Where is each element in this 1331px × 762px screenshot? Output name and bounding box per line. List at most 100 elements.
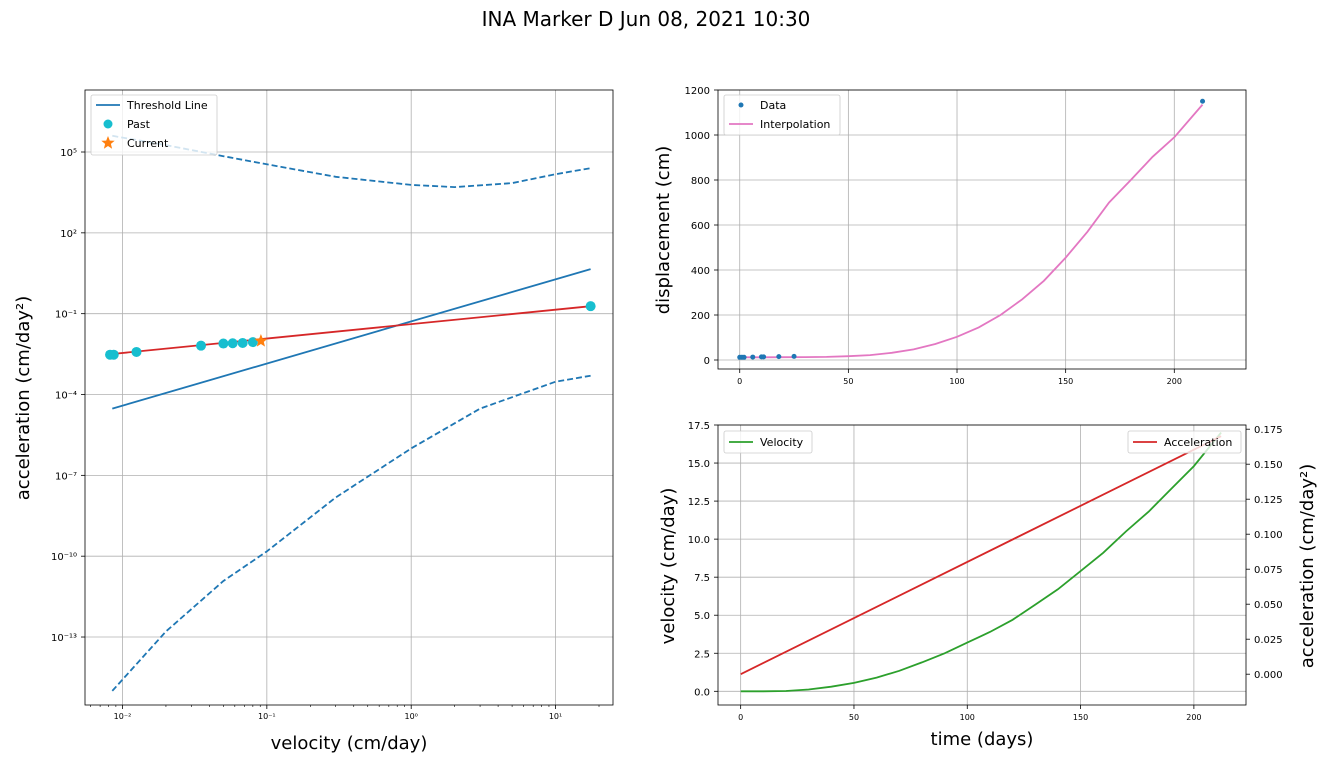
- y-tick-label: 10⁻⁷: [55, 471, 77, 482]
- y-axis-label: displacement (cm): [653, 146, 674, 315]
- y-right-tick-label: 0.075: [1254, 565, 1283, 576]
- grid: [85, 90, 613, 705]
- chart-velocity-acceleration: 0 50 100 150 200 0.0 2.5 5.0 7.5 10.0 12.5 15.0 17.5…: [658, 421, 1318, 750]
- legend: Data Interpolation: [723, 94, 841, 136]
- y-right-tick-label: 0.050: [1254, 600, 1283, 611]
- legend-past-label: Past: [127, 118, 151, 131]
- y-tick-label: 10⁻⁴: [55, 391, 77, 402]
- y-tick-label: 0: [704, 356, 710, 367]
- legend-velocity: Velocity: [723, 430, 813, 454]
- x-tick-label: 50: [843, 377, 853, 386]
- past-point: [585, 301, 596, 312]
- current-point: [254, 334, 268, 347]
- legend-past-swatch: [103, 119, 113, 129]
- chart-acceleration-velocity: 10⁻² 10⁻¹ 10⁰ 10¹ 10⁻¹³ 10⁻¹⁰ 10⁻⁷ 10⁻⁴ 10⁻¹ 10² 1…: [13, 89, 614, 754]
- past-point: [237, 337, 248, 348]
- tick-layer: 0 50 100 150 200 0.0 2.5 5.0 7.5 10.0 12.5 15.0 17.5…: [688, 421, 1283, 722]
- past-point: [247, 337, 258, 348]
- legend-acceleration-label: Acceleration: [1164, 436, 1232, 449]
- x-tick-label: 0: [738, 713, 743, 722]
- x-axis-label: time (days): [931, 729, 1034, 750]
- y-tick-label: 10⁵: [60, 148, 77, 159]
- y-tick-label: 12.5: [688, 497, 710, 508]
- y-tick-label: 10.0: [688, 535, 710, 546]
- y-tick-label: 1200: [685, 86, 710, 97]
- y-axis-label: acceleration (cm/day²): [13, 296, 34, 500]
- plot-frame: [84, 89, 614, 706]
- y-tick-label: 600: [691, 221, 710, 232]
- y-tick-label: 200: [691, 311, 710, 322]
- y-tick-label: 2.5: [694, 649, 710, 660]
- x-tick-label: 10⁻¹: [258, 712, 276, 721]
- x-tick-label: 200: [1186, 713, 1201, 722]
- x-tick-label: 10⁻²: [114, 712, 132, 721]
- threshold-lower-curve: [111, 374, 591, 692]
- legend-box: [1127, 430, 1242, 454]
- y-tick-label: 1000: [685, 131, 710, 142]
- data-point: [750, 354, 756, 360]
- legend-interpolation-label: Interpolation: [760, 118, 830, 131]
- legend-box: [90, 94, 218, 156]
- data-point: [1200, 98, 1206, 104]
- past-point: [196, 340, 207, 351]
- y-tick-label: 7.5: [694, 573, 710, 584]
- series-layer: [737, 98, 1206, 360]
- past-point: [108, 349, 119, 360]
- y-right-tick-label: 0.125: [1254, 495, 1283, 506]
- legend-data-swatch: [738, 102, 744, 108]
- legend-acceleration: Acceleration: [1127, 430, 1242, 454]
- interpolation-line: [739, 104, 1204, 359]
- series-layer: [740, 432, 1222, 693]
- legend-data-label: Data: [760, 99, 786, 112]
- x-tick-label: 50: [849, 713, 859, 722]
- x-tick-label: 10⁰: [405, 712, 418, 721]
- y-tick-label: 15.0: [688, 459, 710, 470]
- plot-frame: [717, 424, 1247, 706]
- x-tick-label: 0: [737, 377, 742, 386]
- figure-title: INA Marker D Jun 08, 2021 10:30: [482, 7, 811, 31]
- y-right-tick-label: 0.175: [1254, 425, 1283, 436]
- x-tick-label: 200: [1167, 377, 1182, 386]
- x-tick-label: 10¹: [549, 712, 562, 721]
- y-tick-label: 10²: [60, 229, 77, 240]
- y-axis-label: velocity (cm/day): [658, 488, 679, 645]
- legend: Threshold Line Past Current: [90, 94, 218, 156]
- past-point: [218, 338, 229, 349]
- y-right-tick-label: 0.100: [1254, 530, 1283, 541]
- legend-threshold-label: Threshold Line: [126, 99, 208, 112]
- legend-current-swatch: [101, 136, 115, 149]
- y-tick-label: 5.0: [694, 611, 710, 622]
- threshold-line: [112, 268, 591, 410]
- velocity-line: [740, 432, 1222, 693]
- y-tick-label: 400: [691, 266, 710, 277]
- chart-displacement: 0 50 100 150 200 0 200 400 600 800 1000 1200 displa…: [653, 86, 1247, 386]
- x-tick-label: 150: [1058, 377, 1073, 386]
- data-point: [741, 354, 747, 360]
- y-right-tick-label: 0.000: [1254, 670, 1283, 681]
- tick-layer: 10⁻² 10⁻¹ 10⁰ 10¹ 10⁻¹³ 10⁻¹⁰ 10⁻⁷ 10⁻⁴ 10⁻¹ 10² 1…: [51, 148, 600, 721]
- data-point: [791, 353, 797, 359]
- past-point: [227, 338, 238, 349]
- y-right-tick-label: 0.150: [1254, 460, 1283, 471]
- legend-velocity-label: Velocity: [760, 436, 804, 449]
- y-tick-label: 10⁻¹⁰: [51, 552, 77, 563]
- legend-box: [723, 94, 841, 136]
- x-axis-label: velocity (cm/day): [271, 733, 428, 754]
- y-axis-label-right: acceleration (cm/day²): [1297, 464, 1318, 668]
- data-point: [776, 354, 782, 360]
- y-tick-label: 17.5: [688, 421, 710, 432]
- legend-box: [723, 430, 813, 454]
- y-tick-label: 0.0: [694, 687, 710, 698]
- series-layer: [105, 134, 596, 692]
- x-tick-label: 100: [949, 377, 964, 386]
- fit-line: [112, 305, 591, 355]
- acceleration-line: [740, 435, 1222, 676]
- y-tick-label: 800: [691, 176, 710, 187]
- grid: [718, 424, 1246, 705]
- x-tick-label: 150: [1073, 713, 1088, 722]
- past-point: [131, 346, 142, 357]
- y-tick-label: 10⁻¹: [55, 310, 77, 321]
- x-tick-label: 100: [960, 713, 975, 722]
- tick-layer: 0 50 100 150 200 0 200 400 600 800 1000 1200: [685, 86, 1182, 386]
